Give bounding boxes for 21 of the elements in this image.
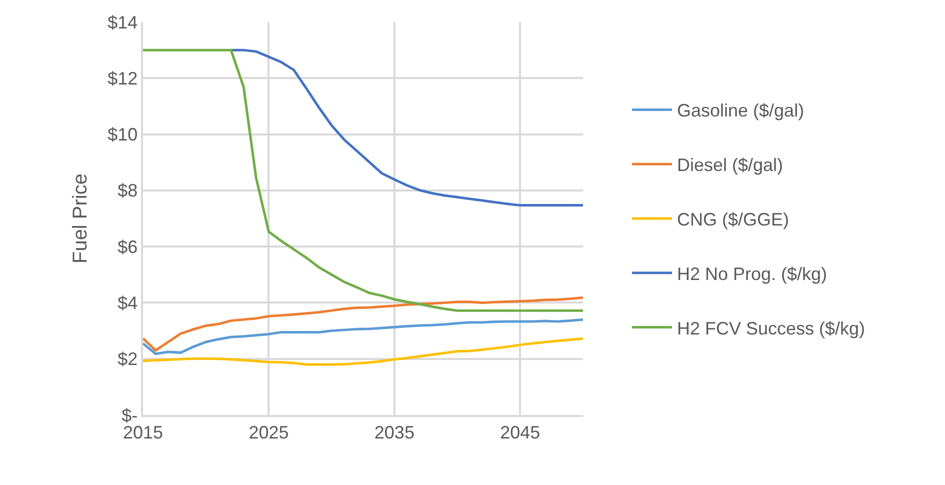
legend-label: Diesel ($/gal) bbox=[677, 155, 784, 176]
y-tick-label: $6 bbox=[118, 236, 138, 257]
y-tick-label: $12 bbox=[108, 68, 138, 88]
y-tick-label: $14 bbox=[108, 12, 138, 32]
x-tick-label: 2045 bbox=[500, 422, 540, 442]
legend-label: H2 No Prog. ($/kg) bbox=[677, 264, 828, 284]
line-series bbox=[143, 296, 583, 352]
legend-label: H2 FCV Success ($/kg) bbox=[677, 318, 866, 338]
legend-label: CNG ($/GGE) bbox=[677, 210, 790, 230]
y-tick-label: $2 bbox=[118, 349, 138, 370]
line-series bbox=[143, 318, 583, 356]
y-axis-title: Fuel Price bbox=[70, 173, 92, 264]
legend-label: Gasoline ($/gal) bbox=[677, 100, 804, 121]
line-series bbox=[143, 48, 583, 312]
x-tick-label: 2035 bbox=[374, 422, 414, 442]
x-tick-label: 2025 bbox=[248, 422, 289, 442]
y-tick-label: $4 bbox=[118, 293, 138, 314]
line-series bbox=[230, 48, 583, 207]
line-series bbox=[143, 337, 583, 366]
y-tick-label: $8 bbox=[118, 180, 138, 201]
y-tick-label: $10 bbox=[108, 124, 138, 145]
